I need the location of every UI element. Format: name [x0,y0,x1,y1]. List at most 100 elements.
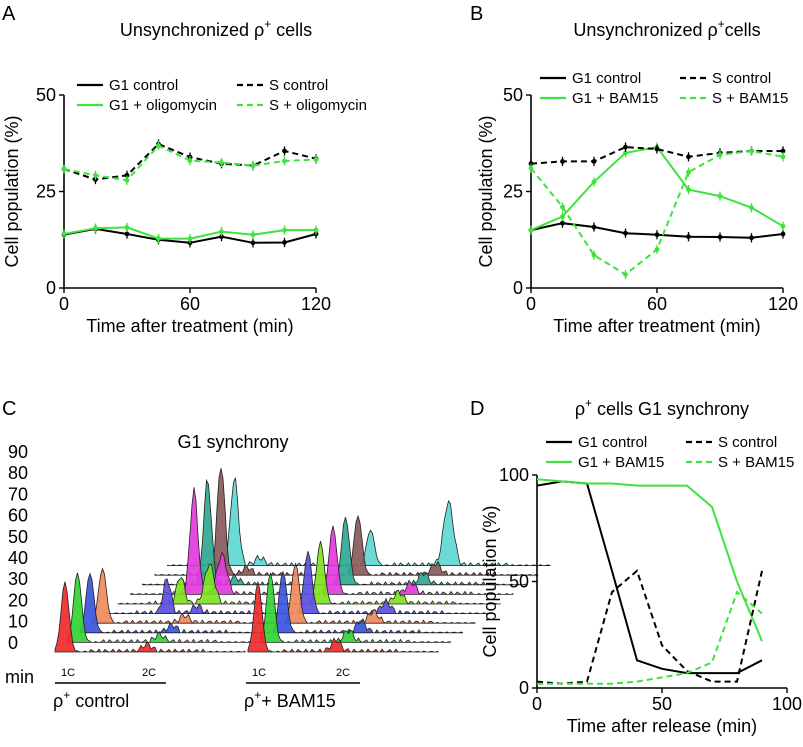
x-axis-label: Time after release (min) [567,716,757,736]
panel-letter-a: A [2,3,16,25]
x-tick-label: 60 [647,294,667,314]
histogram-trace [247,581,439,653]
panel-d-chart: ρ+ cells G1 synchrony 0 50 100 0 50 100 Time af… [480,397,802,736]
histogram-trace [67,572,258,643]
panel-letter-b: B [470,3,483,25]
chart-title: ρ+ cells G1 synchrony [575,397,749,419]
time-label: 90 [8,442,28,462]
histogram-trace [260,572,451,643]
legend-label: S + BAM15 [718,454,794,471]
group-label-superscript: + [63,688,70,702]
x-axis-label: Time after treatment (min) [553,316,760,336]
legend-label: G1 + BAM15 [578,454,664,471]
chart-title-rest: cells [725,20,761,40]
chart-title-rest: cells [271,20,312,40]
time-label: 50 [8,527,28,547]
time-label: 60 [8,506,28,526]
y-axis-label: Cell population (%) [480,505,500,657]
legend-label: S + BAM15 [712,90,788,107]
panel-letter-c: C [2,398,16,420]
time-label: 0 [8,633,18,653]
histogram-trace [92,567,283,624]
histogram-trace [79,572,271,634]
chart-title: Unsynchronized ρ+ cells [120,18,312,40]
y-tick-label: 0 [519,678,529,698]
group-label-rest: control [70,691,129,711]
group-label-superscript: + [254,688,261,702]
series-line-s-bam15 [537,590,763,685]
histogram-trace [54,581,246,653]
y-axis-label: Cell population (%) [2,115,22,267]
time-label: 30 [8,569,28,589]
unit-label: min [5,667,34,687]
group-label-rho: ρ [53,691,63,711]
x-tick-label: 120 [768,294,798,314]
histogram-trace [272,570,464,634]
group-label: ρ++ BAM15 [244,688,336,711]
x-tick-label: 0 [532,694,542,714]
legend-label: S control [718,434,777,451]
y-tick-label: 25 [36,182,56,202]
time-label: 10 [8,612,28,632]
series-line-s-bam15 [530,149,784,276]
legend-label: S + oligomycin [269,97,367,114]
legend-label: G1 + BAM15 [572,90,658,107]
ploidy-label: 2C [336,667,350,679]
chart-title-superscript: + [264,18,271,31]
series-line-g1-control [536,480,763,675]
chart-title-main: Unsynchronized ρ [120,20,264,40]
group-label-rest: + BAM15 [261,691,336,711]
y-tick-label: 50 [36,85,56,105]
chart-title-main: ρ [575,399,585,419]
x-tick-label: 0 [526,294,536,314]
panel-b-chart: Unsynchronized ρ+cells 0 60 120 0 25 50 Time af… [476,18,798,336]
legend-label: S control [269,77,328,94]
panel-a-chart: Unsynchronized ρ+ cells 0 60 120 0 25 50 Time a… [2,18,367,336]
x-tick-label: 0 [59,294,69,314]
chart-title-main: Unsynchronized ρ [573,20,717,40]
histogram-trace [360,499,551,567]
histogram-trace [335,516,526,586]
histogram-trace [310,541,501,605]
histogram-trace [347,514,539,576]
y-tick-label: 25 [503,182,523,202]
legend-label: G1 control [578,434,647,451]
histogram-trace [285,562,476,624]
y-tick-label: 50 [509,572,529,592]
time-label: 40 [8,548,28,568]
chart-title-rest: cells G1 synchrony [592,399,749,419]
x-axis-label: Time after treatment (min) [86,316,293,336]
chart-title-superscript: + [718,18,725,31]
time-label: 70 [8,484,28,504]
y-tick-label: 50 [503,85,523,105]
ploidy-label: 1C [61,667,75,679]
y-tick-label: 0 [513,278,523,298]
group-label: ρ+ control [53,688,129,711]
y-tick-label: 100 [499,465,529,485]
time-label: 80 [8,463,28,483]
series-line-g1-bam15 [536,478,763,642]
legend-label: S control [712,70,771,87]
chart-title: Unsynchronized ρ+cells [573,18,760,40]
chart-title-superscript: + [585,397,592,410]
histogram-trace [154,468,346,576]
legend-label: G1 control [109,77,178,94]
chart-title: G1 synchrony [177,432,288,452]
ploidy-label: 1C [252,667,266,679]
legend-label: G1 + oligomycin [109,97,217,114]
ploidy-label: 2C [142,667,156,679]
histogram-trace [322,525,514,595]
x-tick-label: 60 [180,294,200,314]
panel-letter-d: D [470,398,484,420]
y-tick-label: 0 [46,278,56,298]
histogram-trace [297,551,488,615]
x-tick-label: 120 [301,294,331,314]
x-tick-label: 100 [772,694,802,714]
x-tick-label: 50 [652,694,672,714]
time-label: 20 [8,590,28,610]
group-label-rho: ρ [244,691,254,711]
legend-label: G1 control [572,70,641,87]
series-line-s-control [536,569,763,685]
